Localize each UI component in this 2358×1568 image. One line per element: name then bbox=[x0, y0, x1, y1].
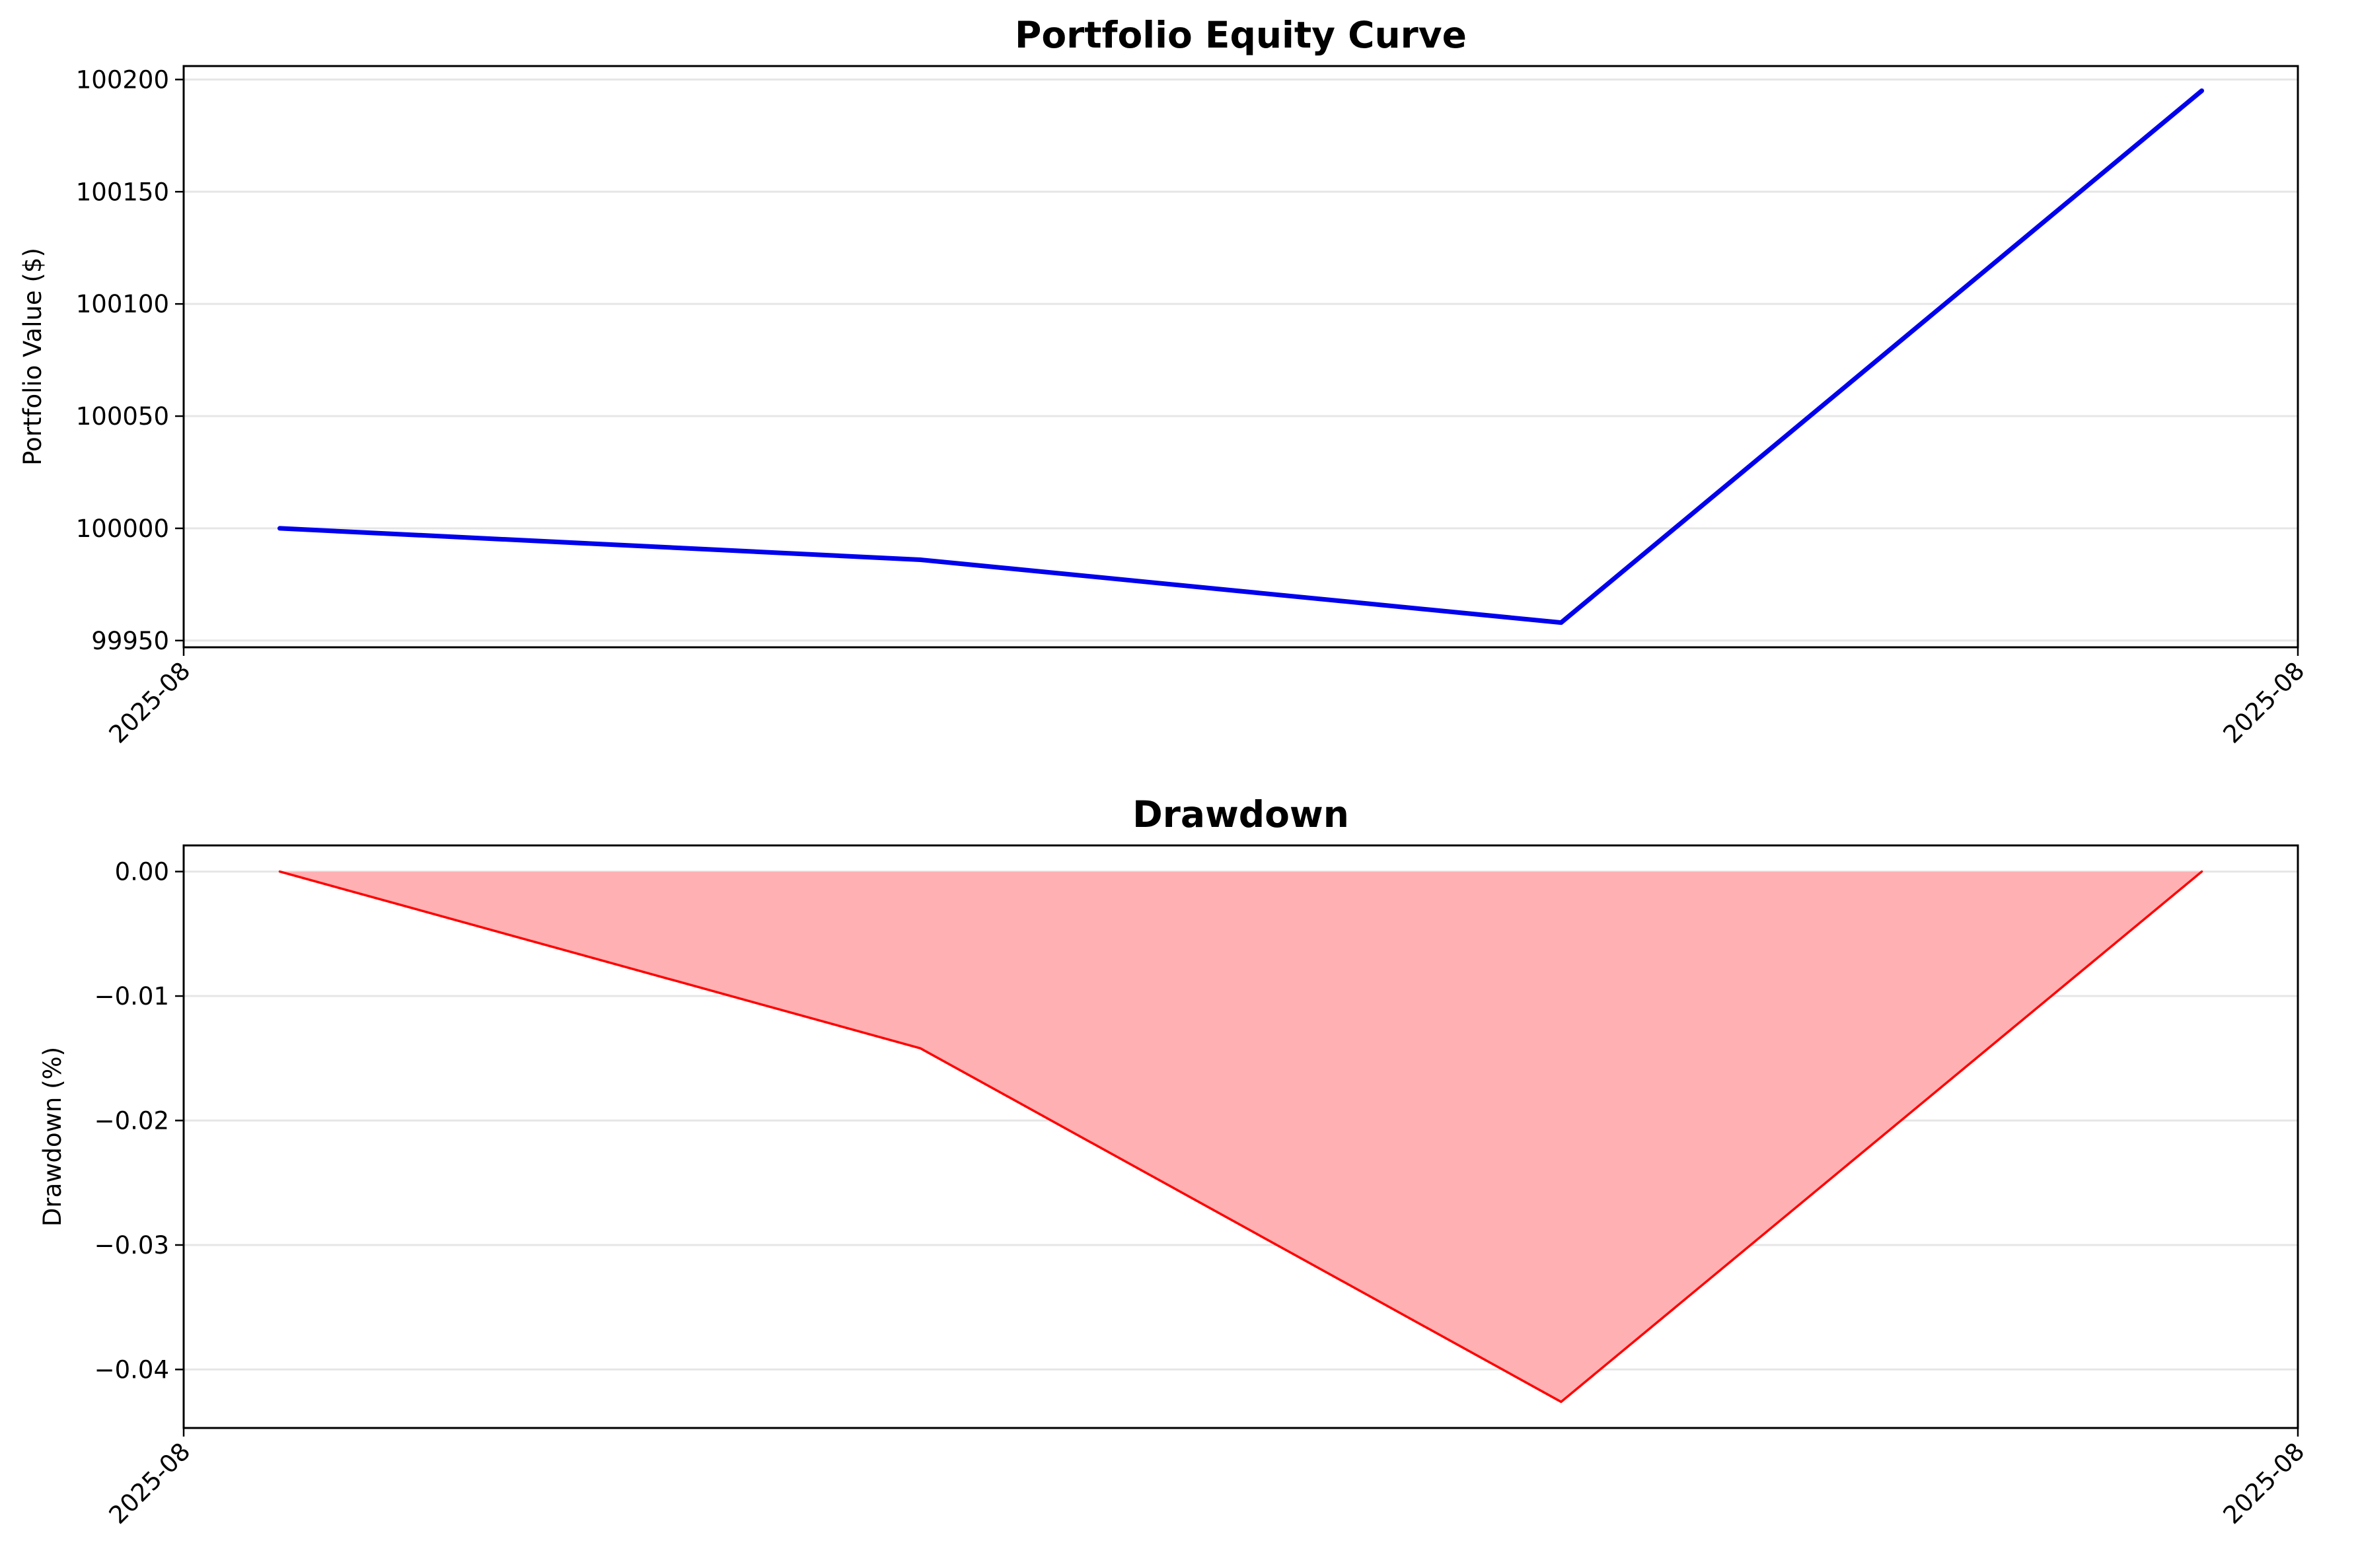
equity-y-tick-label: 100000 bbox=[76, 515, 169, 543]
equity-axes bbox=[182, 65, 2299, 649]
drawdown-chart: 0.00−0.01−0.02−0.03−0.04 2025-08 2025-08 … bbox=[38, 793, 2310, 1530]
drawdown-area-fill bbox=[279, 871, 2202, 1402]
equity-series-line bbox=[277, 88, 2205, 625]
drawdown-y-axis-label: Drawdown (%) bbox=[38, 1047, 67, 1227]
equity-gridlines bbox=[184, 78, 2298, 642]
equity-chart-title: Portfolio Equity Curve bbox=[1015, 14, 1467, 56]
drawdown-axes bbox=[182, 844, 2299, 1429]
equity-y-axis-label: Portfolio Value ($) bbox=[18, 248, 47, 466]
equity-marks bbox=[277, 88, 2205, 625]
equity-y-tick-label: 100150 bbox=[76, 178, 169, 206]
drawdown-y-tick-label: −0.01 bbox=[94, 982, 169, 1011]
drawdown-y-tick-label: −0.04 bbox=[94, 1355, 169, 1384]
equity-y-tick-label: 99950 bbox=[91, 627, 169, 655]
equity-y-tick-label: 100050 bbox=[76, 402, 169, 431]
equity-axes-frame bbox=[182, 65, 2299, 649]
drawdown-y-tick-label: −0.03 bbox=[94, 1231, 169, 1260]
drawdown-chart-title: Drawdown bbox=[1132, 793, 1349, 836]
equity-plot-area bbox=[184, 66, 2298, 647]
equity-y-tick-label: 100100 bbox=[76, 290, 169, 318]
equity-y-ticks: 99950 100000 100050 100100 100150 100200 bbox=[76, 65, 184, 655]
drawdown-series-line bbox=[278, 870, 2203, 1404]
drawdown-axes-frame bbox=[182, 844, 2299, 1429]
drawdown-marks bbox=[278, 870, 2203, 1404]
equity-y-tick-label: 100200 bbox=[76, 65, 169, 94]
drawdown-y-ticks: 0.00 −0.01 −0.02 −0.03 −0.04 bbox=[94, 858, 184, 1384]
drawdown-y-tick-label: 0.00 bbox=[115, 858, 169, 886]
drawdown-y-tick-label: −0.02 bbox=[94, 1107, 169, 1135]
